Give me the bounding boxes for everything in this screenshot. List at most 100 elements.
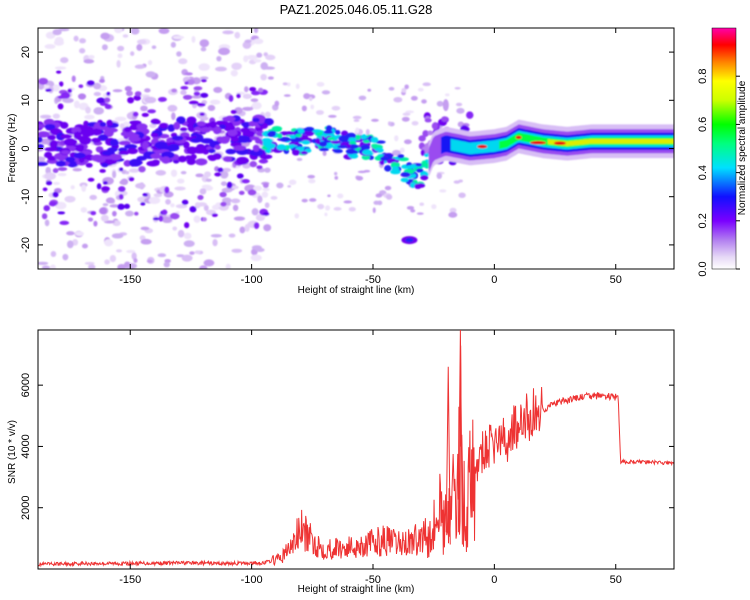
- spectrogram-band-blob: [380, 156, 390, 161]
- spectrogram-band-blob: [432, 122, 438, 130]
- spectrogram-band-blob: [374, 147, 384, 152]
- spectrogram-band-blob: [361, 154, 371, 160]
- spectrogram-noise-blob: [219, 191, 227, 198]
- spectrogram-band-blob: [49, 140, 58, 148]
- spectrogram-band-blob: [420, 174, 429, 181]
- spectrogram-band-blob: [65, 156, 76, 163]
- spectrogram-noise-blob: [100, 214, 109, 222]
- spectrogram-band-blob: [362, 149, 373, 156]
- spectrogram-noise-blob: [99, 102, 109, 106]
- spectrogram-band-blob: [325, 125, 333, 132]
- spectrogram-noise-blob: [136, 39, 147, 45]
- spectrogram-band-blob: [136, 155, 147, 161]
- spectrogram-band-blob: [60, 134, 73, 139]
- spectrogram-band-blob: [118, 150, 130, 156]
- spectrogram-band-blob: [335, 130, 341, 135]
- spectrogram-noise-blob: [195, 173, 204, 178]
- spectrogram-noise-blob: [403, 139, 412, 145]
- spectrogram-band-blob: [405, 165, 416, 169]
- spectrogram-noise-blob: [405, 110, 415, 114]
- spectrogram-noise-blob: [226, 181, 233, 189]
- spectrogram-noise-blob: [253, 185, 263, 191]
- spectrogram-noise-blob: [177, 178, 185, 184]
- spectrogram-noise-blob: [84, 261, 95, 265]
- spectrogram-noise-blob: [73, 100, 80, 109]
- spectrogram-band-blob: [414, 183, 422, 190]
- spectrogram-noise-blob: [114, 116, 127, 122]
- spectrogram-noise-blob: [202, 217, 207, 222]
- spectrogram-noise-blob: [67, 88, 73, 93]
- spectrogram-noise-blob: [196, 103, 206, 107]
- spectrogram-noise-blob: [175, 204, 188, 209]
- spectrogram-noise-blob: [234, 31, 241, 39]
- spectrogram-band-blob: [338, 135, 349, 142]
- spectrogram-noise-blob: [38, 77, 49, 85]
- spectrogram-noise-blob: [384, 185, 392, 191]
- spectrogram-noise-blob: [198, 63, 210, 71]
- spectrogram-noise-blob: [182, 94, 193, 100]
- spectrogram-band-blob: [291, 149, 301, 156]
- spectrogram-noise-blob: [58, 81, 64, 87]
- spectrogram-noise-blob: [152, 217, 160, 221]
- snr-peak: [457, 330, 463, 545]
- spectrogram-noise-blob: [101, 186, 110, 192]
- spectrogram-x-ticks: -150 -100 -50 0 50: [119, 28, 622, 286]
- spectrogram-band-blob: [159, 122, 168, 129]
- spectrogram-noise-blob: [80, 207, 87, 213]
- spectrogram-noise-blob: [130, 28, 140, 35]
- spectrogram-noise-blob: [230, 109, 237, 114]
- spectrogram-noise-blob: [99, 79, 105, 83]
- spectrogram-noise-blob: [41, 265, 51, 269]
- spectrogram-noise-blob: [194, 250, 201, 255]
- spectrogram-noise-blob: [417, 87, 424, 92]
- spectrogram-noise-blob: [193, 86, 203, 91]
- spectrogram-band-blob: [397, 154, 405, 159]
- spectrogram-noise-blob: [116, 59, 121, 68]
- spectrogram-band-blob: [150, 132, 159, 138]
- spectrogram-band-blob: [195, 158, 208, 166]
- spectrogram-noise-blob: [131, 252, 137, 260]
- spectrogram-noise-blob: [78, 84, 84, 89]
- spectrogram-band-blob: [315, 137, 321, 145]
- spectrogram-noise-blob: [406, 205, 415, 210]
- spectrogram-noise-blob: [404, 84, 409, 90]
- spectrogram-noise-blob: [222, 167, 232, 173]
- spectrogram-band-blob: [345, 148, 357, 155]
- spectrogram-noise-blob: [183, 240, 195, 248]
- spectrogram-noise-blob: [225, 263, 231, 269]
- spectrogram-noise-blob: [172, 35, 185, 40]
- spectrogram-hotspot: [477, 144, 488, 149]
- spectrogram-noise-blob: [256, 165, 263, 170]
- spectrogram-noise-blob: [334, 176, 339, 180]
- spectrogram-noise-blob: [117, 45, 125, 52]
- spectrogram-noise-blob: [215, 202, 222, 208]
- spectrogram-band-blob: [154, 119, 161, 125]
- spectrogram-noise-blob: [70, 185, 75, 190]
- spectrogram-band-blob: [141, 141, 149, 150]
- spectrogram-noise-blob: [399, 147, 405, 153]
- spectrogram-noise-blob: [358, 95, 367, 101]
- spectrogram-noise-blob: [388, 86, 395, 91]
- spectrogram-noise-blob: [322, 150, 327, 157]
- spectrogram-noise-blob: [402, 112, 411, 116]
- spectrogram-band-blob: [293, 141, 300, 146]
- spectrogram-noise-blob: [274, 100, 280, 107]
- spectrogram-noise-blob: [38, 261, 49, 265]
- spectrogram-noise-blob: [215, 66, 227, 72]
- spectrogram-noise-blob: [44, 44, 56, 49]
- spectrogram-band-blob: [422, 130, 429, 137]
- spectrogram-band-blob: [225, 148, 237, 155]
- spectrogram-band-blob: [167, 124, 176, 132]
- spectrogram-noise-blob: [144, 96, 157, 104]
- spectrogram-noise-blob: [232, 204, 239, 212]
- spectrogram-noise-blob: [249, 161, 258, 168]
- spectrogram-noise-blob: [42, 187, 48, 192]
- spectrogram-noise-blob: [324, 212, 328, 217]
- spectrogram-y-axis-label: Frequency (Hz): [7, 114, 18, 183]
- spectrogram-noise-blob: [109, 204, 120, 208]
- spectrogram-noise-blob: [315, 110, 324, 115]
- spectrogram-noise-blob: [445, 93, 450, 97]
- spectrogram-band-blob: [127, 147, 139, 155]
- spectrogram-marks: [38, 28, 674, 269]
- spectrogram-noise-blob: [140, 202, 146, 206]
